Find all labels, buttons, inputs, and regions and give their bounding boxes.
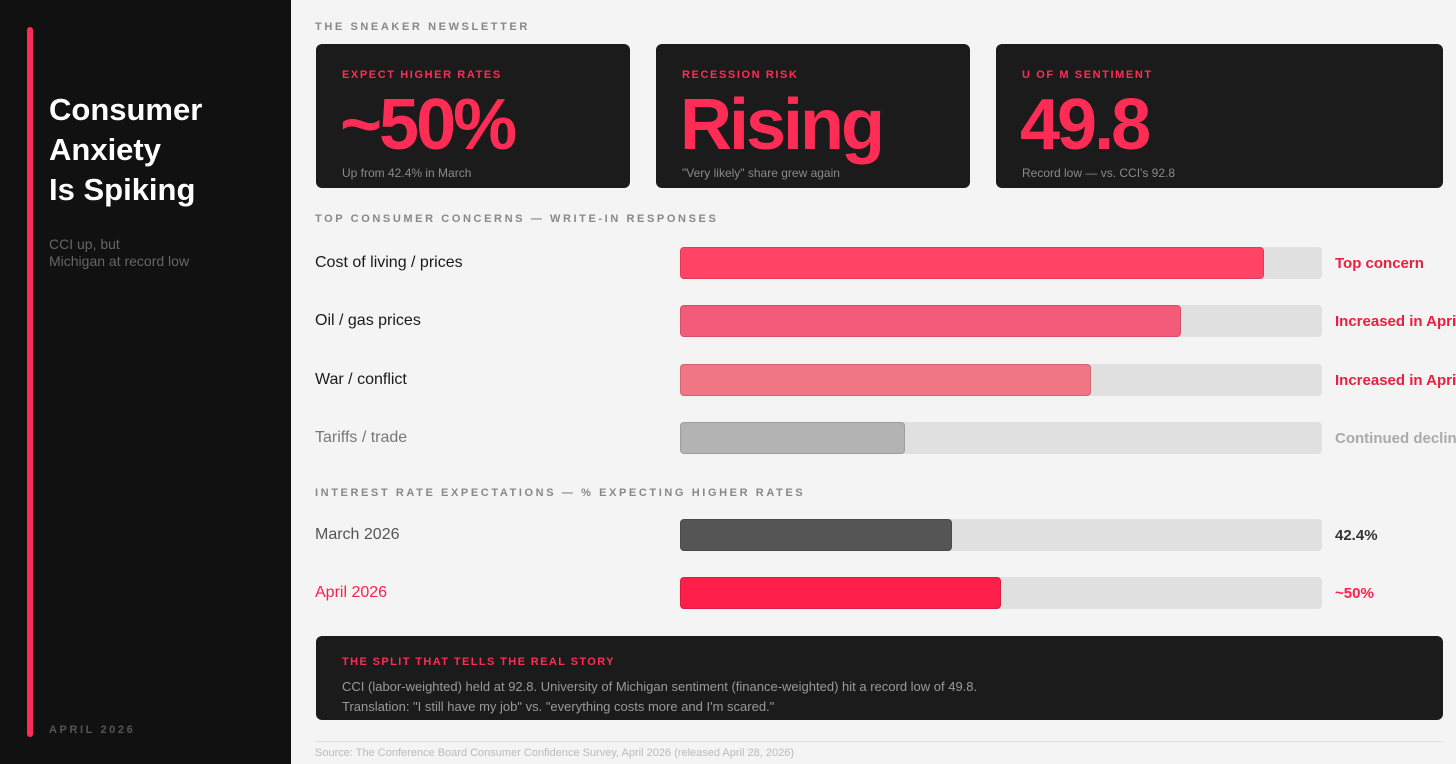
- sidebar: Consumer Anxiety Is Spiking CCI up, but …: [0, 0, 291, 764]
- bar-track: [680, 363, 1322, 396]
- value-label: ~50%: [1335, 585, 1374, 602]
- card-label: EXPECT HIGHER RATES: [342, 69, 502, 81]
- divider: [316, 741, 1443, 742]
- bar-track: [680, 247, 1322, 279]
- bar-track: [680, 305, 1322, 338]
- card-note: Record low — vs. CCI's 92.8: [1022, 166, 1176, 180]
- callout: THE SPLIT THAT TELLS THE REAL STORY CCI …: [316, 636, 1443, 720]
- accent-bar: [27, 27, 33, 737]
- bar-track: [680, 421, 1322, 454]
- section-title: INTEREST RATE EXPECTATIONS — % EXPECTING…: [315, 487, 806, 499]
- bar: [680, 247, 1265, 279]
- bar: [680, 519, 953, 551]
- card-value: ~50%: [340, 85, 517, 165]
- row-label: March 2026: [315, 526, 400, 543]
- row-label: Cost of living / prices: [315, 254, 463, 271]
- stat-card: RECESSION RISK Rising "Very likely" shar…: [656, 44, 970, 188]
- bar: [680, 421, 905, 454]
- source: Source: The Conference Board Consumer Co…: [315, 747, 794, 759]
- sidebar-subtitle: CCI up, but: [49, 236, 120, 252]
- annotation: Increased in April: [1335, 313, 1456, 331]
- callout-text: Translation: "I still have my job" vs. "…: [342, 699, 775, 714]
- sidebar-footer: APRIL 2026: [49, 724, 136, 736]
- annotation: Continued declining: [1335, 429, 1456, 447]
- bar: [680, 577, 1001, 609]
- row-label: War / conflict: [315, 370, 407, 388]
- sidebar-title: Anxiety: [49, 132, 161, 167]
- callout-title: THE SPLIT THAT TELLS THE REAL STORY: [342, 656, 615, 668]
- sidebar-title: Consumer: [49, 92, 203, 127]
- callout-text: CCI (labor-weighted) held at 92.8. Unive…: [342, 679, 978, 694]
- bar-track: [680, 577, 1322, 609]
- header: THE SNEAKER NEWSLETTER: [315, 21, 530, 33]
- card-label: U OF M SENTIMENT: [1022, 69, 1153, 81]
- bar: [680, 305, 1181, 338]
- card-value: Rising: [680, 85, 885, 165]
- value-label: 42.4%: [1335, 527, 1378, 544]
- row-label: Oil / gas prices: [315, 312, 421, 330]
- sidebar-subtitle: Michigan at record low: [49, 253, 190, 269]
- section-title: TOP CONSUMER CONCERNS — WRITE-IN RESPONS…: [315, 213, 719, 225]
- card-note: "Very likely" share grew again: [682, 166, 840, 180]
- card-value: 49.8: [1020, 85, 1151, 165]
- row-label: April 2026: [315, 584, 388, 601]
- annotation: Increased in April: [1335, 371, 1456, 389]
- annotation: Top concern: [1335, 255, 1424, 272]
- stat-card: EXPECT HIGHER RATES ~50% Up from 42.4% i…: [316, 44, 630, 188]
- sidebar-title: Is Spiking: [49, 172, 196, 207]
- bar: [680, 363, 1091, 396]
- stat-card: U OF M SENTIMENT 49.8 Record low — vs. C…: [996, 44, 1443, 188]
- card-note: Up from 42.4% in March: [342, 166, 472, 180]
- row-label: Tariffs / trade: [315, 428, 408, 446]
- card-label: RECESSION RISK: [682, 69, 799, 81]
- bar-track: [680, 519, 1322, 551]
